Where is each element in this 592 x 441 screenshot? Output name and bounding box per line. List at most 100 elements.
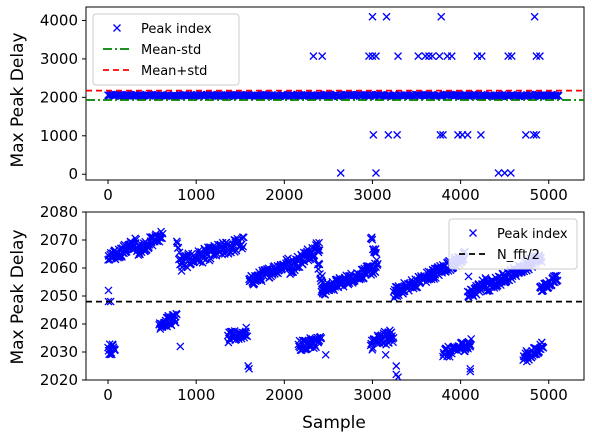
legend-marker <box>469 229 477 237</box>
data-point <box>312 343 320 352</box>
data-point <box>314 248 323 257</box>
data-point <box>368 235 377 244</box>
data-point <box>466 364 475 373</box>
bottom-chart: 0 1000 2000 3000 4000 5000 2020 2030 2040 2050 206… <box>8 203 585 433</box>
data-point <box>393 130 402 139</box>
data-point <box>257 277 266 286</box>
data-point <box>245 364 254 373</box>
legend-label: Mean-std <box>141 43 201 58</box>
data-point <box>132 235 141 244</box>
data-point <box>368 345 377 354</box>
data-point <box>382 12 391 21</box>
x-tick-label: 5000 <box>530 186 568 204</box>
legend-marker <box>113 24 121 32</box>
top-y-axis-label: Max Peak Delay <box>8 32 28 167</box>
y-tick-label: 2050 <box>40 287 78 305</box>
data-point <box>504 52 513 61</box>
data-point <box>309 52 318 61</box>
data-point <box>228 244 237 253</box>
y-tick-label: 1000 <box>40 127 78 145</box>
x-tick-label: 0 <box>103 186 113 204</box>
data-point <box>392 362 401 370</box>
y-tick-label: 2040 <box>40 315 78 333</box>
x-tick-label: 2000 <box>265 186 303 204</box>
legend-box <box>92 13 240 86</box>
x-tick-label: 1000 <box>177 386 215 404</box>
top-chart-ticks: 0 1000 2000 3000 4000 5000 0 1000 2000 3000 4000 <box>40 11 568 204</box>
legend-label: Peak index <box>141 22 212 37</box>
data-point <box>384 130 393 139</box>
data-point <box>500 169 509 177</box>
data-point <box>532 52 541 61</box>
y-tick-label: 0 <box>68 165 78 183</box>
data-point <box>554 91 563 100</box>
data-point <box>507 52 516 61</box>
data-point <box>372 52 380 61</box>
data-point <box>441 267 450 276</box>
x-tick-label: 3000 <box>353 186 391 204</box>
data-point <box>369 130 378 139</box>
data-point <box>436 130 445 139</box>
x-tick-label: 4000 <box>442 186 480 204</box>
data-point <box>202 248 211 257</box>
data-point <box>394 373 402 380</box>
data-point <box>404 286 413 295</box>
x-tick-label: 0 <box>103 386 113 404</box>
data-point <box>373 259 382 268</box>
data-point <box>476 130 485 139</box>
data-point <box>104 286 113 295</box>
y-tick-label: 2000 <box>40 88 78 106</box>
bottom-legend: Peak index N_fft/2 <box>448 218 578 270</box>
x-tick-label: 3000 <box>353 386 391 404</box>
data-point <box>532 130 541 139</box>
data-point <box>107 350 116 359</box>
data-point <box>364 52 373 61</box>
bottom-chart-marks <box>86 227 584 380</box>
data-point <box>521 130 530 139</box>
y-tick-label: 2030 <box>40 343 78 361</box>
data-point <box>315 238 324 247</box>
data-point <box>464 272 473 281</box>
data-point <box>242 323 251 332</box>
plot-area <box>86 227 584 380</box>
data-point <box>421 52 430 61</box>
bottom-x-axis-label: Sample <box>302 413 366 433</box>
data-point <box>466 367 475 376</box>
data-point <box>372 249 381 257</box>
data-point <box>315 246 324 255</box>
y-tick-label: 3000 <box>40 50 78 68</box>
x-tick-label: 1000 <box>177 186 215 204</box>
data-point <box>435 52 444 61</box>
data-point <box>238 244 247 253</box>
y-tick-label: 2080 <box>40 203 78 221</box>
data-point <box>244 362 253 370</box>
data-point <box>424 52 433 61</box>
top-plot-frame <box>85 6 585 181</box>
data-point <box>318 52 327 61</box>
data-point <box>317 334 326 342</box>
x-tick-label: 2000 <box>265 386 303 404</box>
top-chart: 0 1000 2000 3000 4000 5000 0 1000 2000 3000 4000 M… <box>8 6 585 204</box>
data-point <box>268 270 277 279</box>
data-point <box>368 52 377 61</box>
data-point <box>466 342 475 351</box>
top-chart-marks <box>86 12 584 177</box>
data-point <box>172 310 181 319</box>
y-tick-label: 2060 <box>40 259 78 277</box>
data-point <box>439 130 447 139</box>
y-tick-label: 2020 <box>40 371 78 389</box>
data-point <box>535 52 544 61</box>
data-point <box>414 52 423 61</box>
data-point <box>437 12 446 21</box>
data-point <box>368 12 377 21</box>
data-point <box>428 52 437 61</box>
data-point <box>447 52 456 61</box>
data-point <box>292 263 301 272</box>
data-point <box>239 242 248 251</box>
data-point <box>318 271 327 280</box>
data-point <box>239 233 248 242</box>
data-point <box>158 229 167 238</box>
legend-label: Mean+std <box>141 64 207 79</box>
data-point <box>336 169 345 177</box>
